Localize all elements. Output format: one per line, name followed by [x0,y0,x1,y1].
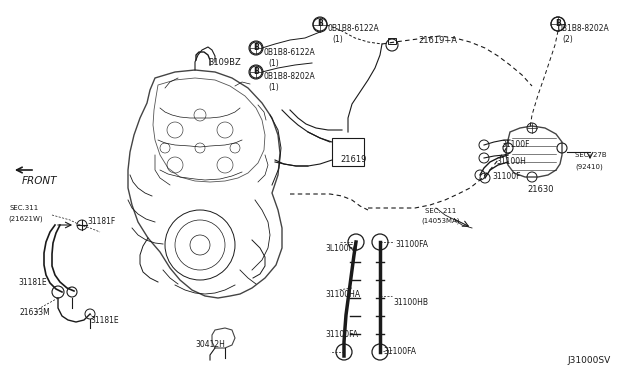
Text: 0B1B8-8202A: 0B1B8-8202A [263,72,315,81]
Text: 31100HA: 31100HA [325,290,360,299]
Text: 3109BZ: 3109BZ [208,58,241,67]
Text: (1): (1) [268,83,279,92]
Text: SEC. 27B: SEC. 27B [575,152,607,158]
Text: 21619+A: 21619+A [418,36,457,45]
Text: B: B [253,67,259,77]
Text: B: B [317,19,323,29]
Text: 0B1B8-8202A: 0B1B8-8202A [557,24,609,33]
Text: 0B1B8-6122A: 0B1B8-6122A [327,24,379,33]
Text: 21633M: 21633M [20,308,51,317]
Text: (21621W): (21621W) [8,215,43,221]
Bar [332,138,364,166]
Text: FRONT: FRONT [22,176,58,186]
Text: 31100FA: 31100FA [395,240,428,249]
Text: 31181E: 31181E [90,316,118,325]
Text: 3L100FA: 3L100FA [325,244,358,253]
Text: 30412H: 30412H [195,340,225,349]
Text: (1): (1) [332,35,343,44]
Text: 31181E: 31181E [18,278,47,287]
Text: SEC. 211: SEC. 211 [425,208,456,214]
Text: (2): (2) [562,35,573,44]
Text: 0B1B8-6122A: 0B1B8-6122A [263,48,315,57]
Text: 31100FA: 31100FA [325,330,358,339]
Text: (14053MA): (14053MA) [421,218,460,224]
Text: 31100HB: 31100HB [393,298,428,307]
Text: 31181F: 31181F [87,217,115,226]
Text: (92410): (92410) [575,163,603,170]
Text: 21619: 21619 [340,155,366,164]
Text: 21630: 21630 [527,185,554,194]
Bar [388,38,396,44]
Text: B: B [555,19,561,29]
Text: 31100F: 31100F [492,172,520,181]
Text: 31100FA: 31100FA [383,347,416,356]
Text: B: B [253,44,259,52]
Text: (1): (1) [268,59,279,68]
Text: 31100F: 31100F [501,140,529,149]
Text: SEC.311: SEC.311 [10,205,39,211]
Text: J31000SV: J31000SV [567,356,611,365]
Text: 31100H: 31100H [496,157,526,166]
